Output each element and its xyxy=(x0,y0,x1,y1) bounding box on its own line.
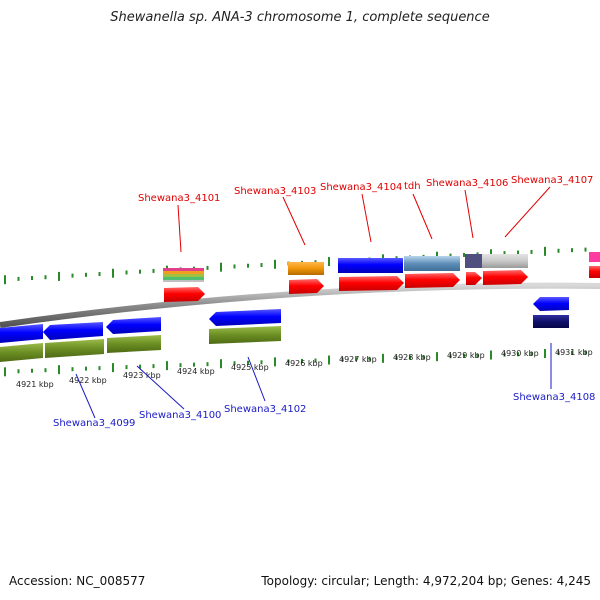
kbp-label: 4928 kbp xyxy=(393,353,431,362)
kbp-label: 4926 kbp xyxy=(285,359,323,368)
chromosome-backbone xyxy=(0,282,600,328)
olive-block xyxy=(45,339,104,358)
gene-label-4099: Shewana3_4099 xyxy=(53,418,135,429)
kbp-label: 4931 kbp xyxy=(555,348,593,357)
olive-block xyxy=(0,343,43,362)
gene-label-4103: Shewana3_4103 xyxy=(234,186,316,197)
olive-block xyxy=(107,335,161,353)
bottom-gene-labels: Shewana3_4099 Shewana3_4100 Shewana3_410… xyxy=(53,343,595,429)
kbp-label: 4925 kbp xyxy=(231,363,269,372)
feature-block-gray xyxy=(482,254,528,268)
feature-block-steel xyxy=(404,256,460,271)
kbp-scale: 4921 kbp 4922 kbp 4923 kbp 4924 kbp 4925… xyxy=(16,348,593,389)
kbp-label: 4923 kbp xyxy=(123,371,161,380)
gene-arrow-4107 xyxy=(483,270,528,285)
kbp-label: 4929 kbp xyxy=(447,351,485,360)
gene-label-4107: Shewana3_4107 xyxy=(511,175,593,186)
gene-label-4106: Shewana3_4106 xyxy=(426,178,508,189)
kbp-label: 4927 kbp xyxy=(339,355,377,364)
kbp-label: 4924 kbp xyxy=(177,367,215,376)
gene-label-4100: Shewana3_4100 xyxy=(139,410,221,421)
gene-arrow-4100 xyxy=(106,317,161,334)
topology-summary: Topology: circular; Length: 4,972,204 bp… xyxy=(261,574,591,588)
kbp-label: 4930 kbp xyxy=(501,349,539,358)
feature-stripe xyxy=(163,268,204,271)
feature-block-edge-red xyxy=(589,266,600,278)
gene-label-4108: Shewana3_4108 xyxy=(513,392,595,403)
feature-stripe xyxy=(163,274,204,277)
map-title: Shewanella sp. ANA-3 chromosome 1, compl… xyxy=(110,10,490,25)
feature-stripe xyxy=(163,271,204,274)
leader-line xyxy=(464,189,474,239)
gene-label-tdh: tdh xyxy=(404,181,421,192)
kbp-label: 4921 kbp xyxy=(16,380,54,389)
gene-label-4104: Shewana3_4104 xyxy=(320,182,402,193)
gene-arrow-4108 xyxy=(533,297,569,311)
gene-arrow-4103 xyxy=(289,279,324,294)
feature-block-blue xyxy=(338,258,403,273)
leader-line xyxy=(412,193,433,240)
gene-arrow-4106 xyxy=(466,272,482,285)
leader-line xyxy=(361,193,372,243)
olive-block xyxy=(209,326,281,344)
reverse-features xyxy=(0,297,569,362)
feature-stripe xyxy=(163,277,204,280)
gene-arrow-4104 xyxy=(339,276,404,291)
leader-line xyxy=(75,373,96,419)
feature-stripe xyxy=(163,280,204,282)
feature-block-orange xyxy=(288,262,324,275)
gene-arrow-4099 xyxy=(43,322,103,340)
leader-line xyxy=(504,186,551,238)
inner-tick-marks xyxy=(4,349,587,377)
gene-arrow-4099a xyxy=(0,324,43,343)
gene-arrow-4101 xyxy=(164,287,205,302)
gene-label-4101: Shewana3_4101 xyxy=(138,193,220,204)
kbp-label: 4922 kbp xyxy=(69,376,107,385)
navy-block xyxy=(533,315,569,328)
leader-line xyxy=(136,365,185,410)
top-gene-labels: Shewana3_4101 Shewana3_4103 Shewana3_410… xyxy=(138,175,593,253)
leader-line xyxy=(247,356,266,402)
gene-arrow-4102 xyxy=(209,309,281,326)
leader-line xyxy=(177,204,182,253)
gene-label-4102: Shewana3_4102 xyxy=(224,404,306,415)
feature-block-edge xyxy=(589,252,600,262)
feature-block-navy xyxy=(465,254,482,268)
leader-line xyxy=(282,196,306,246)
accession-label: Accession: NC_008577 xyxy=(9,574,146,588)
gene-arrow-tdh xyxy=(405,273,460,288)
forward-features xyxy=(163,252,600,302)
